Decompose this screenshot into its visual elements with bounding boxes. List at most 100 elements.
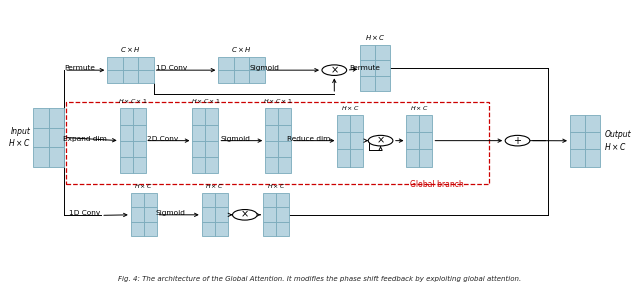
- Bar: [193, 125, 205, 141]
- Bar: [406, 149, 419, 166]
- Bar: [120, 157, 132, 173]
- Circle shape: [505, 135, 530, 146]
- Bar: [218, 70, 234, 83]
- Bar: [419, 149, 433, 166]
- Text: 2D Conv: 2D Conv: [147, 136, 178, 142]
- Circle shape: [322, 65, 347, 76]
- Bar: [144, 222, 157, 237]
- Text: Reduce dim: Reduce dim: [287, 136, 330, 142]
- Text: Input
$H\times C$: Input $H\times C$: [8, 127, 30, 148]
- Text: $H\times C$: $H\times C$: [205, 182, 224, 190]
- Text: Output
$H\times C$: Output $H\times C$: [605, 130, 631, 152]
- Bar: [278, 125, 291, 141]
- Bar: [278, 157, 291, 173]
- Text: ×: ×: [330, 65, 339, 75]
- Bar: [419, 115, 433, 132]
- Bar: [108, 70, 123, 83]
- Bar: [132, 141, 145, 157]
- Bar: [585, 115, 600, 132]
- Bar: [120, 141, 132, 157]
- Bar: [123, 70, 138, 83]
- Bar: [234, 57, 249, 70]
- Bar: [337, 149, 350, 166]
- Bar: [265, 157, 278, 173]
- Bar: [570, 132, 585, 149]
- Bar: [360, 45, 375, 60]
- Bar: [205, 125, 218, 141]
- Bar: [278, 141, 291, 157]
- Bar: [265, 141, 278, 157]
- Bar: [33, 108, 49, 128]
- Text: $H\times C$: $H\times C$: [267, 182, 285, 190]
- Bar: [570, 115, 585, 132]
- Text: Expand dim: Expand dim: [63, 136, 106, 142]
- Text: Permute: Permute: [349, 64, 381, 70]
- Bar: [33, 147, 49, 166]
- Bar: [570, 149, 585, 166]
- Bar: [193, 141, 205, 157]
- Bar: [276, 222, 289, 237]
- Bar: [264, 193, 276, 207]
- Bar: [138, 70, 154, 83]
- Bar: [214, 207, 228, 222]
- Bar: [132, 125, 145, 141]
- Bar: [131, 207, 144, 222]
- Bar: [585, 149, 600, 166]
- Text: Sigmoid: Sigmoid: [156, 210, 186, 216]
- Bar: [375, 76, 390, 91]
- Bar: [66, 102, 488, 184]
- Text: Permute: Permute: [64, 64, 95, 70]
- Bar: [350, 115, 364, 132]
- Bar: [276, 193, 289, 207]
- Text: $H\times C\times 1$: $H\times C\times 1$: [118, 97, 147, 105]
- Bar: [249, 57, 264, 70]
- Bar: [132, 157, 145, 173]
- Bar: [202, 193, 214, 207]
- Text: $C\times H$: $C\times H$: [231, 45, 252, 54]
- Bar: [265, 125, 278, 141]
- Text: Global branch: Global branch: [410, 180, 464, 190]
- Bar: [375, 60, 390, 76]
- Bar: [265, 108, 278, 125]
- Bar: [360, 76, 375, 91]
- Text: $H\times C$: $H\times C$: [341, 104, 360, 112]
- Bar: [205, 108, 218, 125]
- Bar: [123, 57, 138, 70]
- Bar: [350, 149, 364, 166]
- Bar: [214, 193, 228, 207]
- Bar: [33, 128, 49, 147]
- Bar: [108, 57, 123, 70]
- Bar: [406, 115, 419, 132]
- Bar: [193, 108, 205, 125]
- Bar: [276, 207, 289, 222]
- Text: $H\times C$: $H\times C$: [410, 104, 429, 112]
- Text: Sigmoid: Sigmoid: [250, 64, 280, 70]
- Bar: [214, 222, 228, 237]
- Bar: [585, 132, 600, 149]
- Bar: [132, 108, 145, 125]
- Bar: [249, 70, 264, 83]
- Text: +: +: [513, 136, 522, 146]
- Bar: [49, 147, 64, 166]
- Text: $H\times C\times 1$: $H\times C\times 1$: [191, 97, 220, 105]
- Bar: [120, 125, 132, 141]
- Bar: [278, 108, 291, 125]
- Bar: [264, 207, 276, 222]
- Bar: [406, 132, 419, 149]
- Bar: [49, 108, 64, 128]
- Text: $H\times C$: $H\times C$: [365, 33, 385, 42]
- Bar: [337, 132, 350, 149]
- Bar: [337, 115, 350, 132]
- Bar: [144, 207, 157, 222]
- Bar: [350, 132, 364, 149]
- Bar: [205, 157, 218, 173]
- Circle shape: [368, 135, 393, 146]
- Bar: [360, 60, 375, 76]
- Bar: [49, 128, 64, 147]
- Bar: [131, 193, 144, 207]
- Text: Fig. 4: The architecture of the Global Attention. It modifies the phase shift fe: Fig. 4: The architecture of the Global A…: [118, 276, 522, 282]
- Bar: [205, 141, 218, 157]
- Text: ×: ×: [376, 136, 385, 146]
- Text: ×: ×: [241, 210, 249, 220]
- Bar: [131, 222, 144, 237]
